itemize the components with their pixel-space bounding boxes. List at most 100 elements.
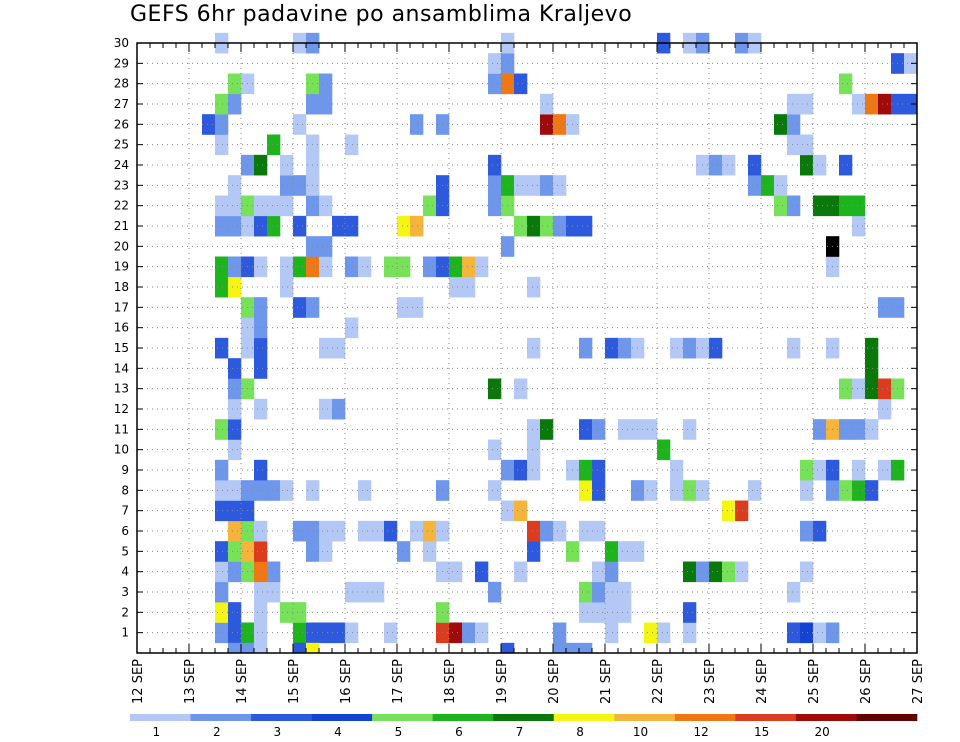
heatmap-cell	[514, 378, 528, 400]
y-tick-label: 28	[114, 77, 129, 91]
colorbar-label: 12	[693, 725, 708, 739]
heatmap-cell	[865, 337, 879, 359]
colorbar-label: 4	[334, 725, 342, 739]
heatmap-cell	[488, 480, 502, 501]
heatmap-cell	[280, 154, 294, 176]
heatmap-cell	[813, 154, 827, 176]
heatmap-cell	[839, 154, 853, 176]
heatmap-cell	[228, 419, 242, 440]
heatmap-cell	[540, 114, 554, 135]
heatmap-cell	[228, 500, 242, 522]
heatmap-cell	[488, 581, 502, 603]
heatmap-cell	[293, 297, 307, 318]
heatmap-cell	[228, 642, 242, 653]
y-tick-label: 25	[114, 138, 129, 152]
heatmap-cell	[748, 175, 762, 196]
heatmap-cell	[553, 114, 567, 135]
heatmap-cell	[683, 602, 697, 623]
heatmap-cell	[800, 134, 814, 156]
heatmap-cell	[683, 561, 697, 583]
heatmap-cell	[293, 642, 307, 653]
heatmap-cell	[254, 622, 268, 644]
y-tick-label: 17	[114, 300, 129, 314]
heatmap-cell	[865, 378, 879, 400]
colorbar-legend: 1 2 3 4 5 6 7 8 10 12 15 20	[130, 714, 918, 739]
heatmap-cell	[605, 581, 619, 603]
heatmap-cell	[657, 622, 671, 644]
heatmap-cell	[215, 581, 229, 603]
heatmap-cell	[280, 480, 294, 501]
heatmap-cell	[215, 93, 229, 115]
heatmap-cell	[293, 622, 307, 644]
x-tick-label: 21 SEP	[599, 659, 614, 704]
heatmap-cell	[800, 93, 814, 115]
heatmap-cell	[228, 378, 242, 400]
heatmap-cell	[540, 175, 554, 196]
heatmap-cell	[475, 256, 489, 278]
heatmap-cell	[332, 622, 346, 644]
heatmap-cell	[319, 337, 333, 359]
heatmap-cell	[579, 337, 593, 359]
heatmap-cell	[579, 642, 593, 653]
heatmap-cell	[527, 419, 541, 440]
x-tick-label: 27 SEP	[911, 659, 926, 704]
heatmap-cell	[865, 419, 879, 440]
heatmap-cell	[215, 276, 229, 298]
heatmap-cell	[332, 520, 346, 542]
colorbar-label: 7	[516, 725, 524, 739]
heatmap-cell	[345, 581, 359, 603]
heatmap-cell	[592, 520, 606, 542]
y-tick-label: 20	[114, 239, 129, 253]
heatmap-cell	[228, 602, 242, 623]
heatmap-cell	[254, 398, 268, 420]
heatmap-cell	[878, 93, 892, 115]
heatmap-cell	[800, 480, 814, 501]
heatmap-cell	[644, 419, 658, 440]
grid-lines	[137, 42, 918, 653]
heatmap-cell	[241, 642, 255, 653]
heatmap-cell	[813, 419, 827, 440]
heatmap-cell	[475, 561, 489, 583]
y-tick-label: 10	[114, 443, 129, 457]
heatmap-cell	[332, 215, 346, 237]
heatmap-cell	[618, 581, 632, 603]
heatmap-cell	[670, 337, 684, 359]
colorbar-label: 20	[815, 725, 830, 739]
heatmap-cell	[592, 581, 606, 603]
heatmap-cell	[462, 256, 476, 278]
colorbar-label: 15	[754, 725, 769, 739]
heatmap-cell	[839, 419, 853, 440]
heatmap-cell	[215, 256, 229, 278]
heatmap-cell	[358, 520, 372, 542]
heatmap-cell	[254, 561, 268, 583]
y-tick-label: 15	[114, 341, 129, 355]
heatmap-cell	[228, 276, 242, 298]
heatmap-cell	[449, 561, 463, 583]
heatmap-cell	[267, 215, 281, 237]
heatmap-cell	[319, 93, 333, 115]
heatmap-cell	[215, 480, 229, 501]
heatmap-cell	[709, 561, 723, 583]
heatmap-cell	[527, 520, 541, 542]
heatmap-cell	[852, 195, 866, 217]
x-tick-label: 19 SEP	[495, 659, 510, 704]
x-tick-label: 16 SEP	[339, 659, 354, 704]
heatmap-cell	[787, 134, 801, 156]
heatmap-cell	[605, 337, 619, 359]
heatmap-cell	[514, 175, 528, 196]
x-tick-label: 13 SEP	[183, 659, 198, 704]
heatmap-cell	[293, 114, 307, 135]
heatmap-cell	[488, 175, 502, 196]
heatmap-cell	[865, 93, 879, 115]
heatmap-cell	[228, 93, 242, 115]
y-tick-label: 4	[121, 565, 129, 579]
heatmap-cell	[579, 480, 593, 501]
heatmap-cell	[670, 480, 684, 501]
y-tick-label: 3	[121, 585, 129, 599]
heatmap-cell	[579, 419, 593, 440]
heatmap-cell	[280, 195, 294, 217]
heatmap-cell	[319, 236, 333, 257]
colorbar-label: 6	[455, 725, 463, 739]
x-tick-label: 24 SEP	[755, 659, 770, 704]
heatmap-cell	[397, 541, 411, 562]
